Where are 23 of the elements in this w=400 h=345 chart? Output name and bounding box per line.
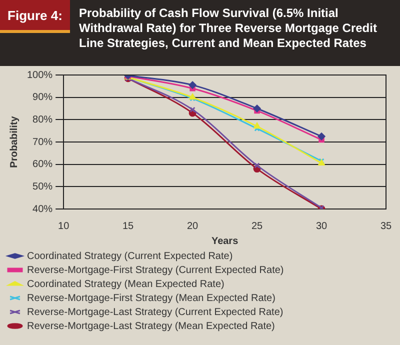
legend-label: Reverse-Mortgage-Last Strategy (Current Expected Rate): [27, 306, 284, 318]
legend-label: Reverse-Mortgage-First Strategy (Current Expected Rate): [27, 264, 284, 276]
y-tick-label: 90%: [32, 92, 53, 104]
y-tick-label: 80%: [32, 114, 53, 126]
y-tick-label: 50%: [32, 181, 53, 192]
legend-label: Reverse-Mortgage-First Strategy (Mean Expected Rate): [27, 292, 276, 304]
y-tick-label: 70%: [32, 136, 53, 148]
legend-label: Coordinated Strategy (Current Expected Rate): [27, 250, 233, 262]
y-tick-label: 100%: [27, 70, 53, 81]
caption: Figure 4:: [0, 0, 70, 33]
x-tick-label: 15: [122, 220, 134, 232]
y-tick-label: 40%: [32, 204, 53, 215]
y-tick-label: 60%: [32, 159, 53, 170]
y-axis-title: Probability: [8, 116, 20, 168]
chart-title: Probability of Cash Flow Survival (6.5% Initial Withdrawal Rate) for Three Reverse Mortgage Credit Line Strategies, Current and Mean Expected Rates: [78, 5, 378, 51]
legend-label: Reverse-Mortgage-Last Strategy (Mean Expected Rate): [27, 320, 275, 332]
x-tick-label: 30: [316, 220, 328, 232]
x-tick-label: 20: [186, 220, 199, 232]
x-axis-title: Years: [211, 236, 239, 247]
legend-label: Coordinated Strategy (Mean Expected Rate): [27, 278, 224, 290]
x-tick-label: 10: [58, 220, 70, 232]
x-tick-label: 35: [380, 220, 392, 232]
x-tick-label: 25: [251, 220, 264, 232]
